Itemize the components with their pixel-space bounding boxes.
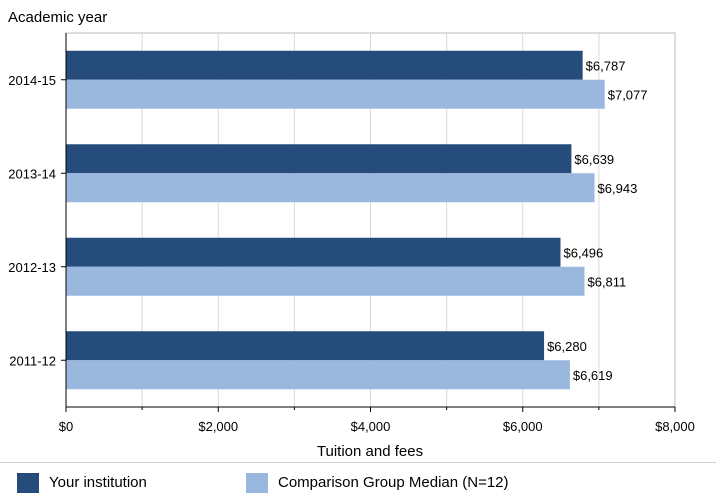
- bar: [66, 360, 570, 390]
- bars: [66, 50, 605, 390]
- y-tick-label: 2011-12: [9, 353, 56, 368]
- y-tick-label: 2013-14: [8, 166, 56, 181]
- data-label: $6,639: [574, 152, 614, 167]
- y-axis-title: Academic year: [8, 9, 107, 26]
- data-label: $7,077: [608, 87, 648, 102]
- bar: [66, 331, 545, 361]
- bar-chart: $6,787 $7,077 $6,639 $6,943 $6,496 $6,811 $6,2…: [8, 9, 695, 460]
- legend-label-comparison-median: Comparison Group Median (N=12): [278, 474, 509, 491]
- x-tick-label: $6,000: [503, 419, 543, 434]
- bar: [66, 50, 583, 80]
- bar: [66, 266, 585, 296]
- legend-item-comparison-median: Comparison Group Median (N=12): [246, 473, 509, 493]
- data-label: $6,943: [598, 181, 638, 196]
- data-label: $6,280: [547, 339, 587, 354]
- legend: Your institution Comparison Group Median…: [0, 462, 716, 495]
- x-axis-title: Tuition and fees: [317, 443, 423, 460]
- bar: [66, 144, 572, 174]
- y-tick-label: 2014-15: [8, 73, 56, 88]
- data-label: $6,811: [587, 274, 626, 289]
- legend-swatch-your-institution: [17, 473, 39, 493]
- x-tick-label: $4,000: [351, 419, 391, 434]
- legend-swatch-comparison-median: [246, 473, 268, 493]
- x-tick-label: $0: [59, 419, 73, 434]
- axes: $0 $2,000 $4,000 $6,000 $8,000 2014-15 2013-14…: [8, 33, 695, 434]
- data-label: $6,619: [573, 368, 613, 383]
- legend-item-your-institution: Your institution: [17, 473, 147, 493]
- bar: [66, 173, 595, 203]
- x-tick-label: $8,000: [655, 419, 695, 434]
- bar: [66, 79, 605, 109]
- data-labels: $6,787 $7,077 $6,639 $6,943 $6,496 $6,811 $6,2…: [547, 58, 647, 383]
- x-tick-label: $2,000: [198, 419, 238, 434]
- legend-label-your-institution: Your institution: [49, 474, 147, 491]
- y-tick-label: 2012-13: [8, 260, 56, 275]
- bar: [66, 237, 561, 267]
- data-label: $6,787: [586, 58, 626, 73]
- data-label: $6,496: [564, 245, 604, 260]
